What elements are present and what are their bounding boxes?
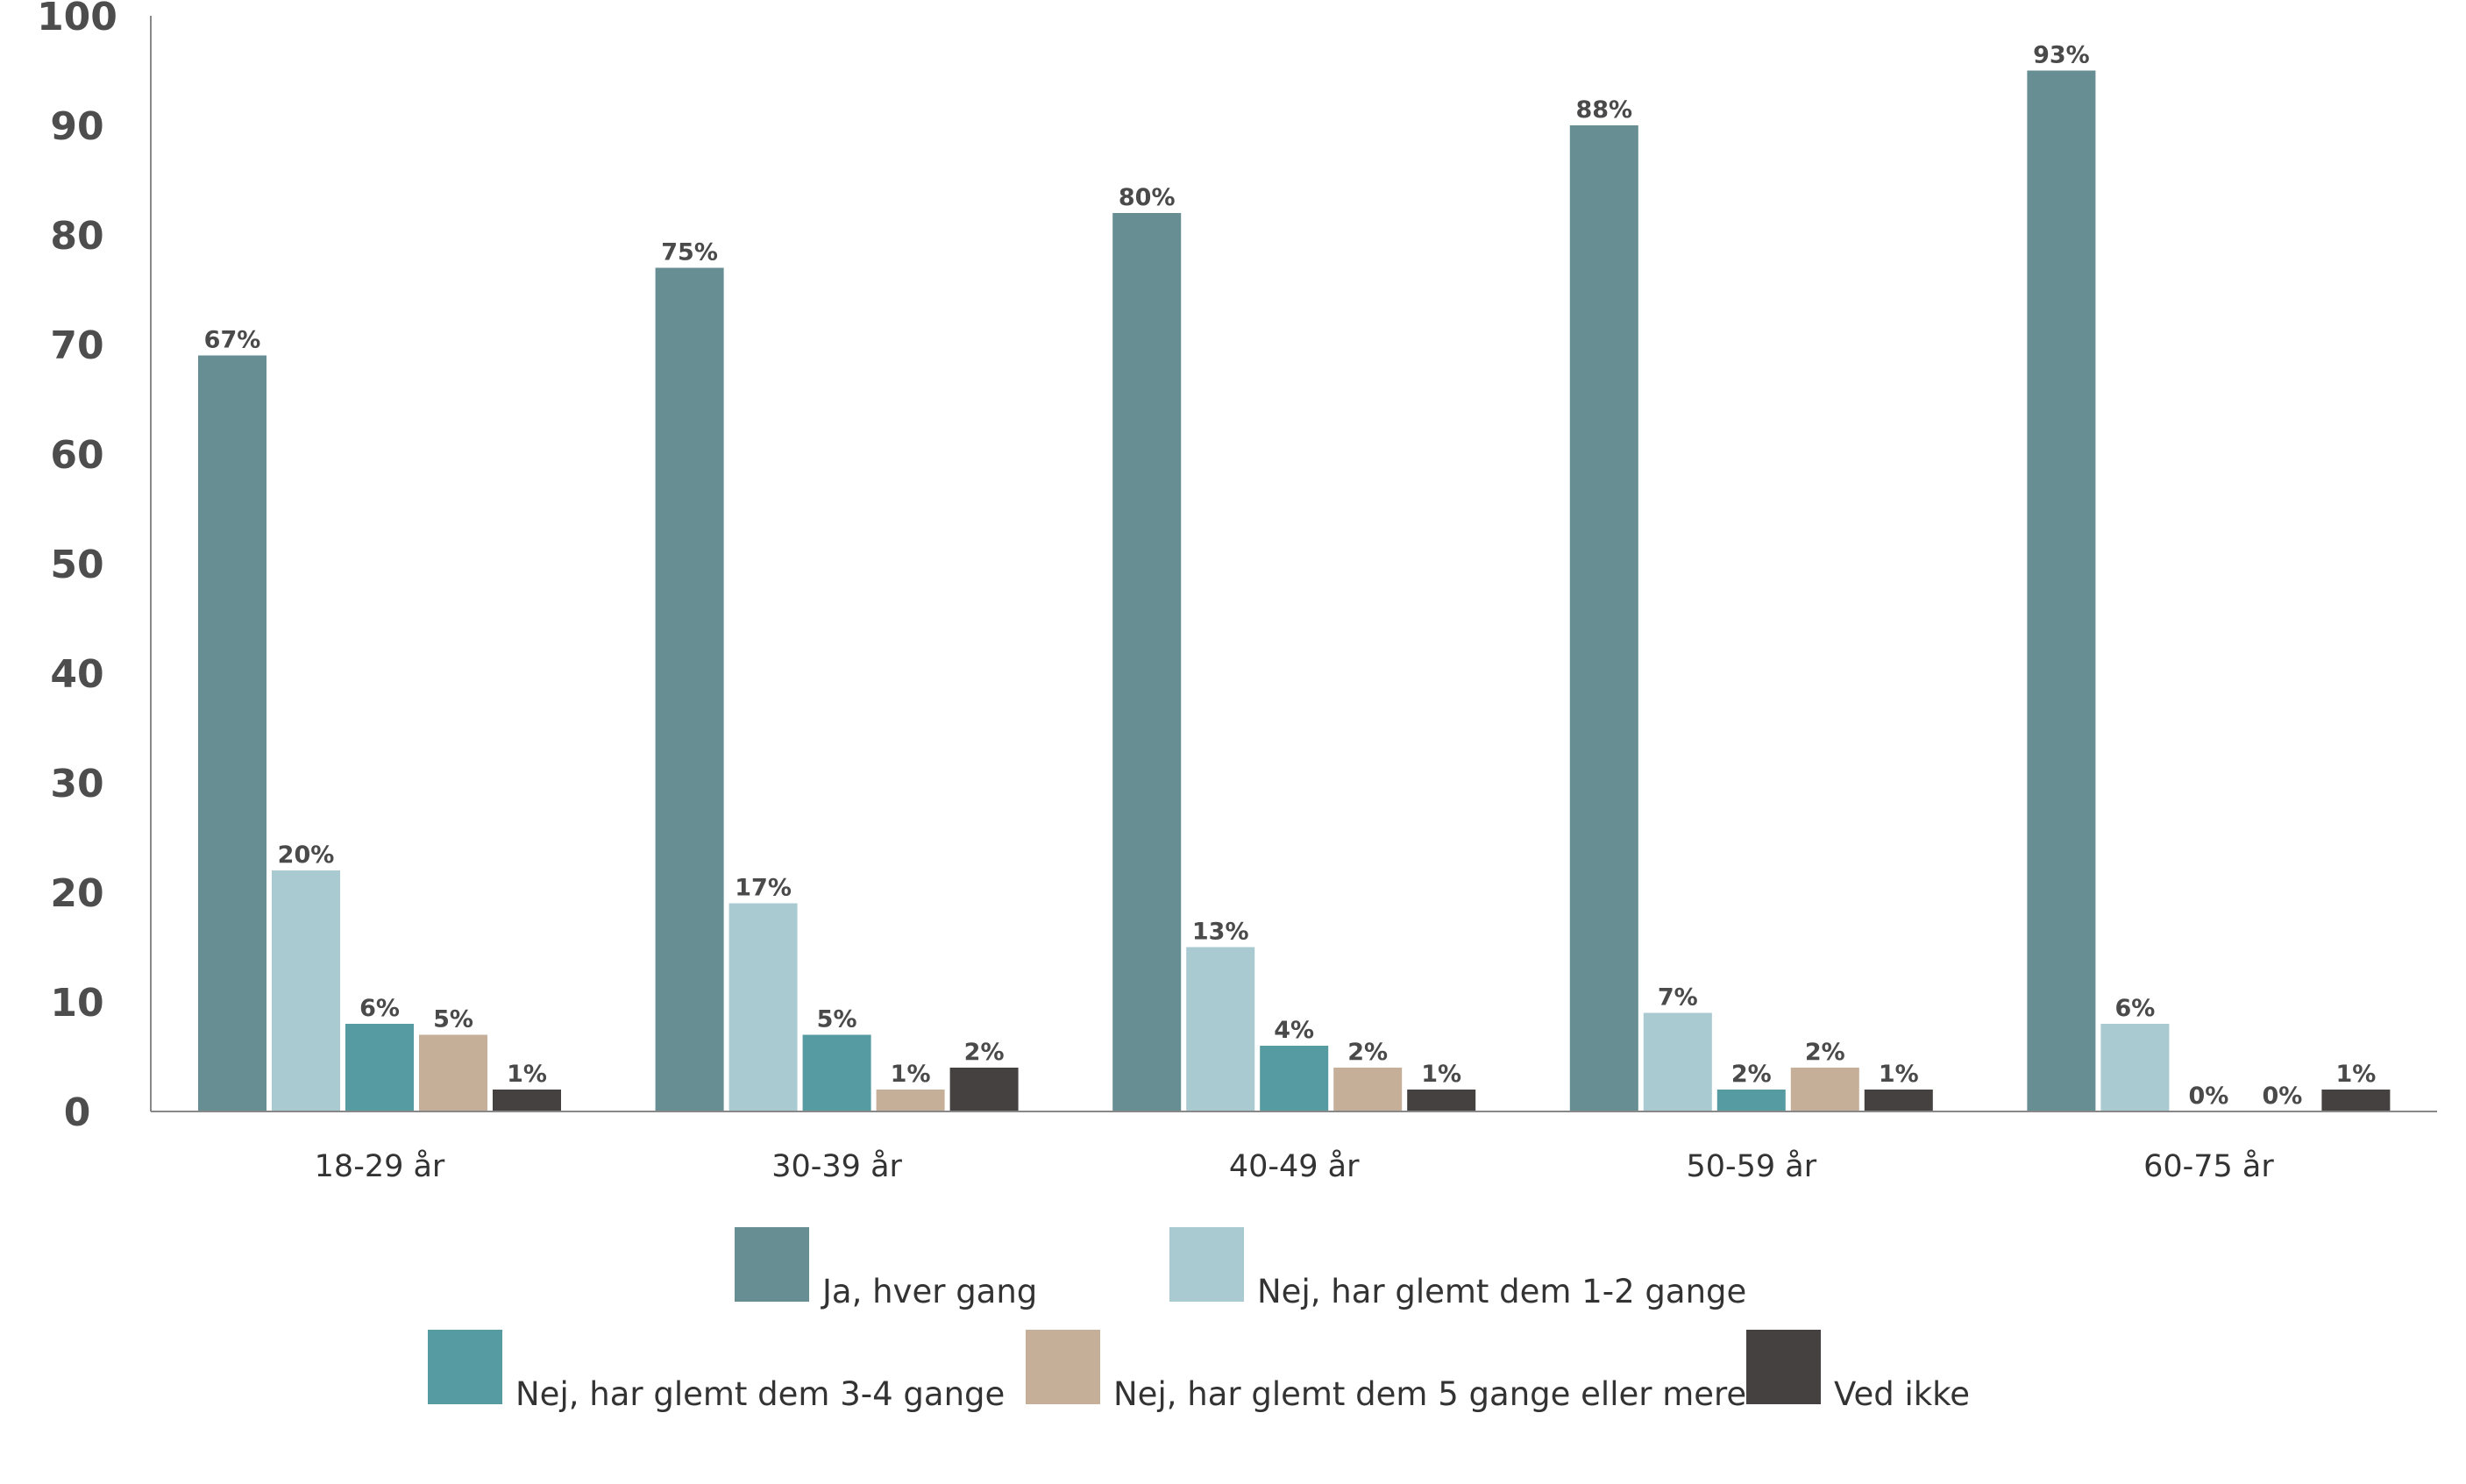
legend-swatch [1746, 1330, 1821, 1404]
data-label: 2% [1805, 1039, 1845, 1066]
x-tick-label: 40-49 år [1229, 1148, 1360, 1184]
data-label: 88% [1575, 96, 1632, 124]
data-label: 93% [2033, 42, 2090, 69]
legend-label: Nej, har glemt dem 3-4 gange [515, 1375, 1005, 1413]
data-labels: 67% 20% 6% 5% 1% 75% 17% 5% 1% 2% 80% 13% 4% 2% 1% 88% 7… [204, 42, 2377, 1111]
bar [2027, 70, 2096, 1111]
bar [1112, 213, 1182, 1111]
data-label: 6% [2114, 995, 2155, 1022]
bar [1569, 125, 1638, 1111]
y-tick-label: 70 [50, 323, 103, 368]
data-label: 75% [661, 239, 718, 266]
bar [655, 267, 724, 1111]
bar [1186, 947, 1255, 1111]
bar [1864, 1090, 1933, 1111]
y-tick-label: 100 [37, 0, 117, 39]
data-label: 1% [507, 1061, 547, 1088]
legend-swatch [1026, 1330, 1100, 1404]
legend-label: Ja, hver gang [821, 1273, 1037, 1310]
bar [1260, 1046, 1329, 1111]
bar [949, 1068, 1019, 1111]
data-label: 0% [2188, 1083, 2228, 1110]
data-label: 2% [964, 1039, 1005, 1066]
data-label: 2% [1731, 1061, 1772, 1088]
legend: Ja, hver gang Nej, har glemt dem 1-2 gang… [428, 1227, 1970, 1413]
legend-label: Ved ikke [1834, 1375, 1970, 1413]
y-tick-label: 0 [64, 1090, 91, 1135]
data-label: 4% [1274, 1017, 1314, 1044]
bar [493, 1090, 561, 1111]
data-label: 5% [433, 1006, 473, 1033]
bar [2100, 1024, 2170, 1111]
x-tick-label: 18-29 år [315, 1148, 445, 1184]
bar [802, 1034, 871, 1111]
legend-label: Nej, har glemt dem 1-2 gange [1257, 1273, 1746, 1310]
bar [1407, 1090, 1476, 1111]
y-axis: 0 10 20 30 40 50 60 70 80 90 100 [37, 0, 152, 1135]
legend-swatch [735, 1227, 809, 1302]
bar [1790, 1068, 1859, 1111]
y-tick-label: 40 [50, 652, 103, 697]
bar [1716, 1090, 1786, 1111]
data-label: 7% [1658, 984, 1698, 1012]
bar [345, 1024, 414, 1111]
y-tick-label: 50 [50, 543, 103, 587]
y-tick-label: 30 [50, 762, 103, 806]
data-label: 67% [204, 327, 261, 354]
y-tick-label: 80 [50, 214, 103, 259]
data-label: 2% [1347, 1039, 1388, 1066]
data-label: 1% [2335, 1061, 2376, 1088]
x-axis: 18-29 år 30-39 år 40-49 år 50-59 år 60-75 år [151, 1111, 2437, 1184]
bar [1643, 1012, 1712, 1111]
legend-swatch [1169, 1227, 1244, 1302]
y-tick-label: 20 [50, 871, 103, 916]
bar [198, 355, 266, 1111]
x-tick-label: 60-75 år [2143, 1148, 2274, 1184]
data-label: 20% [278, 841, 335, 869]
bar [419, 1034, 487, 1111]
data-label: 6% [359, 995, 400, 1022]
data-label: 1% [1879, 1061, 1919, 1088]
data-label: 1% [1421, 1061, 1461, 1088]
bars [198, 70, 2391, 1111]
data-label: 13% [1192, 919, 1249, 946]
data-label: 0% [2262, 1083, 2302, 1110]
bar [728, 903, 798, 1111]
data-label: 5% [817, 1006, 857, 1033]
legend-swatch [428, 1330, 502, 1404]
data-label: 80% [1119, 184, 1176, 211]
x-tick-label: 30-39 år [771, 1148, 902, 1184]
x-tick-label: 50-59 år [1686, 1148, 1816, 1184]
bar [876, 1090, 945, 1111]
bar [272, 870, 340, 1111]
y-tick-label: 90 [50, 104, 103, 149]
y-tick-label: 60 [50, 433, 103, 478]
data-label: 1% [891, 1061, 931, 1088]
bar [2321, 1090, 2391, 1111]
y-tick-label: 10 [50, 981, 103, 1026]
legend-label: Nej, har glemt dem 5 gange eller mere [1113, 1375, 1746, 1413]
bar [1333, 1068, 1403, 1111]
data-label: 17% [735, 875, 792, 902]
